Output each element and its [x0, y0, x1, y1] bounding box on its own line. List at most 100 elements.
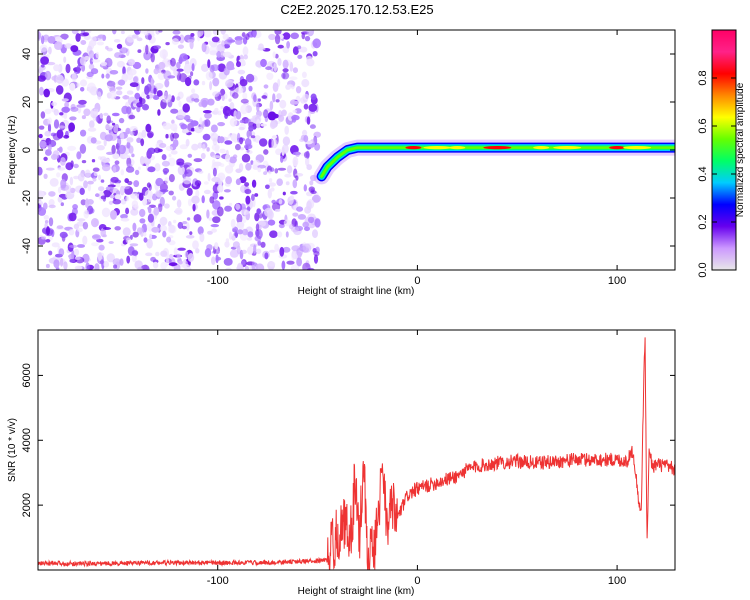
- spectrogram-noise-blob: [277, 44, 284, 49]
- spectrogram-noise-blob: [161, 154, 167, 161]
- spectrogram-noise-blob: [100, 195, 107, 200]
- spectrogram-noise-blob: [140, 264, 150, 270]
- spectrogram-noise-blob: [285, 231, 289, 238]
- spectrogram-noise-blob: [77, 227, 83, 233]
- spectrogram-noise-blob: [277, 231, 283, 238]
- spectrogram-noise-blob: [152, 261, 159, 269]
- spectrogram-noise-blob: [60, 202, 64, 207]
- spectrogram-noise-blob: [176, 199, 182, 208]
- spectrogram-noise-blob: [43, 173, 48, 179]
- spectrogram-noise-blob: [241, 32, 246, 38]
- spectrogram-noise-blob: [134, 204, 139, 210]
- spectrogram-noise-blob: [202, 143, 206, 151]
- spectrogram-noise-blob: [190, 33, 195, 37]
- spectrogram-noise-blob: [44, 108, 52, 115]
- spectrogram-noise-blob: [246, 237, 253, 241]
- spectrogram-noise-blob: [274, 208, 281, 212]
- spectrogram-noise-blob: [109, 194, 115, 199]
- spectrogram-noise-blob: [53, 119, 60, 129]
- spectrogram-noise-blob: [217, 110, 222, 116]
- spectrogram-noise-blob: [136, 102, 143, 108]
- spectrogram-noise-blob: [128, 114, 136, 120]
- spectrogram-noise-blob: [271, 138, 278, 149]
- spectrogram-noise-blob: [106, 115, 111, 124]
- spectrogram-noise-blob: [187, 253, 195, 262]
- spectrogram-noise-blob: [98, 174, 101, 181]
- spectrogram-noise-blob: [171, 38, 179, 45]
- spectrogram-noise-blob: [43, 202, 48, 210]
- spectrogram-noise-blob: [220, 30, 226, 35]
- spectrogram-noise-blob: [209, 45, 219, 55]
- spectrogram-noise-blob: [183, 162, 193, 167]
- spectrogram-noise-blob: [274, 168, 279, 174]
- spectrogram-noise-blob: [229, 202, 233, 206]
- spectrogram-noise-blob: [245, 195, 251, 205]
- spectrogram-noise-blob: [146, 83, 152, 92]
- spectrogram-noise-blob: [290, 190, 298, 195]
- spectrogram-noise-blob: [137, 49, 142, 53]
- spectrogram-noise-blob: [187, 198, 192, 207]
- spectrogram-noise-blob: [251, 179, 257, 188]
- spectrogram-noise-blob: [61, 98, 69, 102]
- spectrogram-noise-blob: [136, 37, 143, 42]
- spectrogram-y-tick-label: 0: [21, 147, 33, 153]
- spectrogram-noise-blob: [176, 68, 184, 72]
- spectrogram-noise-blob: [267, 188, 272, 199]
- spectrogram-noise-blob: [223, 39, 232, 46]
- spectrogram-noise-blob: [290, 32, 300, 40]
- spectrogram-noise-blob: [232, 241, 240, 249]
- spectrogram-noise-blob: [282, 32, 291, 40]
- spectrogram-noise-blob: [195, 189, 200, 198]
- spectrogram-noise-blob: [279, 246, 285, 257]
- spectrogram-noise-blob: [214, 145, 220, 154]
- spectrogram-noise-blob: [243, 54, 248, 60]
- spectrogram-noise-blob: [297, 54, 303, 60]
- spectrogram-noise-blob: [142, 104, 149, 111]
- spectrogram-noise-blob: [112, 30, 117, 35]
- spectrogram-noise-blob: [48, 204, 56, 209]
- spectrogram-noise-blob: [235, 203, 241, 210]
- spectrogram-noise-blob: [219, 196, 224, 200]
- spectrogram-x-tick-label: -100: [207, 275, 229, 287]
- spectrogram-noise-blob: [304, 226, 310, 232]
- spectrogram-noise-blob: [174, 207, 183, 215]
- spectrogram-noise-blob: [274, 30, 282, 36]
- spectrogram-noise-blob: [81, 115, 86, 120]
- spectrogram-noise-blob: [190, 71, 194, 77]
- spectrogram-noise-blob: [312, 51, 318, 57]
- spectrogram-noise-blob: [157, 109, 161, 116]
- spectrogram-noise-blob: [234, 87, 244, 94]
- spectrogram-noise-blob: [276, 93, 282, 100]
- spectrogram-noise-blob: [296, 206, 304, 212]
- spectrogram-noise-blob: [128, 58, 136, 66]
- spectrogram-noise-blob: [38, 166, 43, 176]
- spectrogram-noise-blob: [178, 100, 182, 108]
- spectrogram-noise-blob: [149, 94, 154, 99]
- spectrogram-noise-blob: [177, 44, 184, 49]
- spectrogram-noise-blob: [312, 229, 318, 239]
- spectrogram-noise-blob: [257, 47, 266, 51]
- spectrogram-noise-blob: [202, 133, 211, 141]
- spectrogram-noise-blob: [170, 132, 175, 142]
- spectrogram-noise-blob: [101, 164, 111, 172]
- spectrogram-noise-blob: [91, 242, 99, 247]
- spectrogram-noise-blob: [189, 58, 197, 68]
- spectrogram-noise-blob: [45, 263, 50, 269]
- spectrogram-noise-blob: [143, 231, 147, 237]
- spectrogram-x-label: Height of straight line (km): [298, 286, 415, 297]
- spectrogram-noise-blob: [313, 251, 320, 257]
- spectrogram-noise-blob: [167, 75, 176, 79]
- spectrogram-noise-blob: [171, 119, 175, 125]
- spectrogram-noise-blob: [130, 208, 139, 216]
- spectrogram-noise-blob: [56, 225, 64, 230]
- spectrogram-noise-blob: [292, 67, 298, 74]
- spectrogram-noise-blob: [212, 167, 217, 177]
- spectrogram-signal-core: [553, 146, 582, 150]
- spectrogram-noise-blob: [110, 176, 119, 183]
- spectrogram-noise-blob: [69, 82, 76, 91]
- spectrogram-noise-blob: [151, 226, 160, 233]
- spectrogram-noise-blob: [185, 138, 190, 147]
- spectrogram-noise-blob: [230, 218, 236, 229]
- spectrogram-noise-blob: [284, 173, 292, 178]
- spectrogram-noise-blob: [79, 143, 87, 154]
